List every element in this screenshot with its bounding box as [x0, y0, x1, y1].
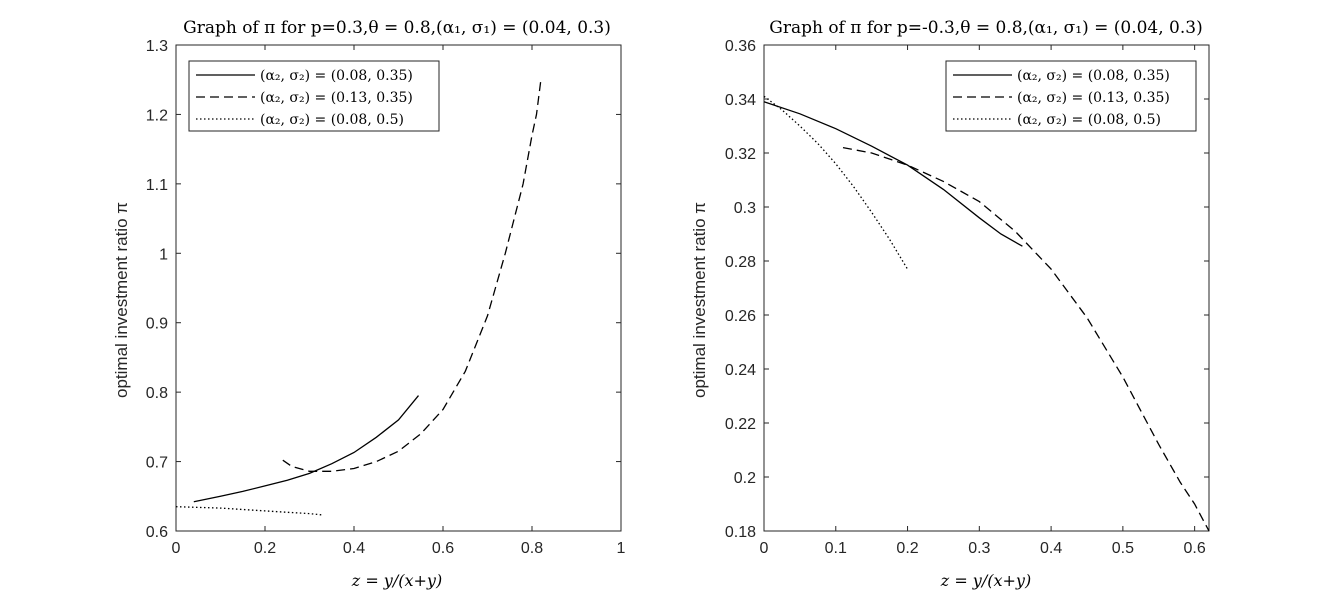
right-series-solid-line [763, 101, 1023, 247]
right-legend: (α₂, σ₂) = (0.08, 0.35) (α₂, σ₂) = (0.13… [945, 60, 1197, 132]
right-x-tick-label: 0.4 [1040, 540, 1062, 557]
right-y-tick-label: 0.34 [725, 92, 756, 109]
right-series-dashed-line [842, 146, 1210, 532]
left-chart: Graph of π for p=0.3,θ = 0.8,(α₁, σ₁) = … [112, 18, 626, 590]
right-y-tick-label: 0.22 [725, 416, 756, 433]
left-x-tick-label: 0 [172, 540, 181, 557]
left-series-dotted-line [175, 506, 323, 516]
right-y-tick-label: 0.18 [725, 524, 756, 541]
left-y-tick-label: 1.1 [146, 177, 168, 194]
right-x-tick-label: 0.5 [1112, 540, 1134, 557]
right-y-tick-label: 0.3 [734, 200, 756, 217]
right-y-tick-label: 0.28 [725, 254, 756, 271]
right-chart: Graph of π for p=-0.3,θ = 0.8,(α₁, σ₁) =… [690, 18, 1210, 590]
right-y-tick-label: 0.26 [725, 308, 756, 325]
right-chart-title: Graph of π for p=-0.3,θ = 0.8,(α₁, σ₁) =… [769, 18, 1202, 38]
left-series-lines [175, 79, 542, 516]
right-legend-label-2: (α₂, σ₂) = (0.13, 0.35) [1017, 90, 1170, 106]
left-legend-label-2: (α₂, σ₂) = (0.13, 0.35) [260, 90, 413, 106]
right-plot-frame [763, 44, 1210, 532]
left-legend-label-3: (α₂, σ₂) = (0.08, 0.5) [260, 112, 404, 128]
left-y-tick-label: 1 [159, 246, 168, 263]
left-chart-ylabel: optimal investment ratio π [112, 202, 131, 398]
right-legend-label-1: (α₂, σ₂) = (0.08, 0.35) [1017, 68, 1170, 84]
right-chart-ylabel: optimal investment ratio π [690, 202, 709, 398]
left-y-tick-label: 1.3 [146, 38, 168, 55]
right-series-lines [763, 95, 1210, 532]
left-series-solid-line [193, 395, 420, 503]
left-x-tick-label: 1 [617, 540, 626, 557]
left-y-tick-label: 0.9 [146, 316, 168, 333]
left-y-tick-label: 0.7 [146, 455, 168, 472]
left-legend: (α₂, σ₂) = (0.08, 0.35) (α₂, σ₂) = (0.13… [188, 60, 440, 132]
right-y-tick-label: 0.32 [725, 146, 756, 163]
right-x-tick-label: 0.3 [968, 540, 990, 557]
left-legend-box [188, 60, 440, 132]
left-series-dashed-line [282, 79, 542, 472]
left-x-tick-label: 0.8 [521, 540, 543, 557]
left-legend-label-1: (α₂, σ₂) = (0.08, 0.35) [260, 68, 413, 84]
left-chart-title: Graph of π for p=0.3,θ = 0.8,(α₁, σ₁) = … [183, 18, 611, 38]
right-legend-label-3: (α₂, σ₂) = (0.08, 0.5) [1017, 112, 1161, 128]
left-y-tick-label: 1.2 [146, 107, 168, 124]
left-x-tick-label: 0.6 [432, 540, 454, 557]
right-x-tick-label: 0 [760, 540, 769, 557]
left-y-tick-label: 0.6 [146, 524, 168, 541]
right-axis-ticks: 0 0.1 0.2 0.3 0.4 0.5 0.6 0.18 0.2 0.22 0.24 0.26 0.… [725, 38, 1209, 557]
right-series-dotted-line [763, 95, 909, 270]
right-y-tick-label: 0.24 [725, 362, 756, 379]
right-x-tick-label: 0.2 [896, 540, 918, 557]
left-axis-ticks: 0 0.2 0.4 0.6 0.8 1 0.6 0.7 0.8 0.9 1 1.1 1.2 1.3 [146, 38, 626, 557]
right-chart-xlabel: z = y/(x+y) [940, 571, 1031, 590]
left-x-tick-label: 0.4 [343, 540, 365, 557]
right-x-tick-label: 0.6 [1184, 540, 1206, 557]
right-legend-box [945, 60, 1197, 132]
left-y-tick-label: 0.8 [146, 385, 168, 402]
right-y-tick-label: 0.2 [734, 470, 756, 487]
right-x-tick-label: 0.1 [825, 540, 847, 557]
left-chart-xlabel: z = y/(x+y) [351, 571, 442, 590]
left-x-tick-label: 0.2 [254, 540, 276, 557]
right-y-tick-label: 0.36 [725, 38, 756, 55]
left-plot-frame [175, 44, 622, 532]
